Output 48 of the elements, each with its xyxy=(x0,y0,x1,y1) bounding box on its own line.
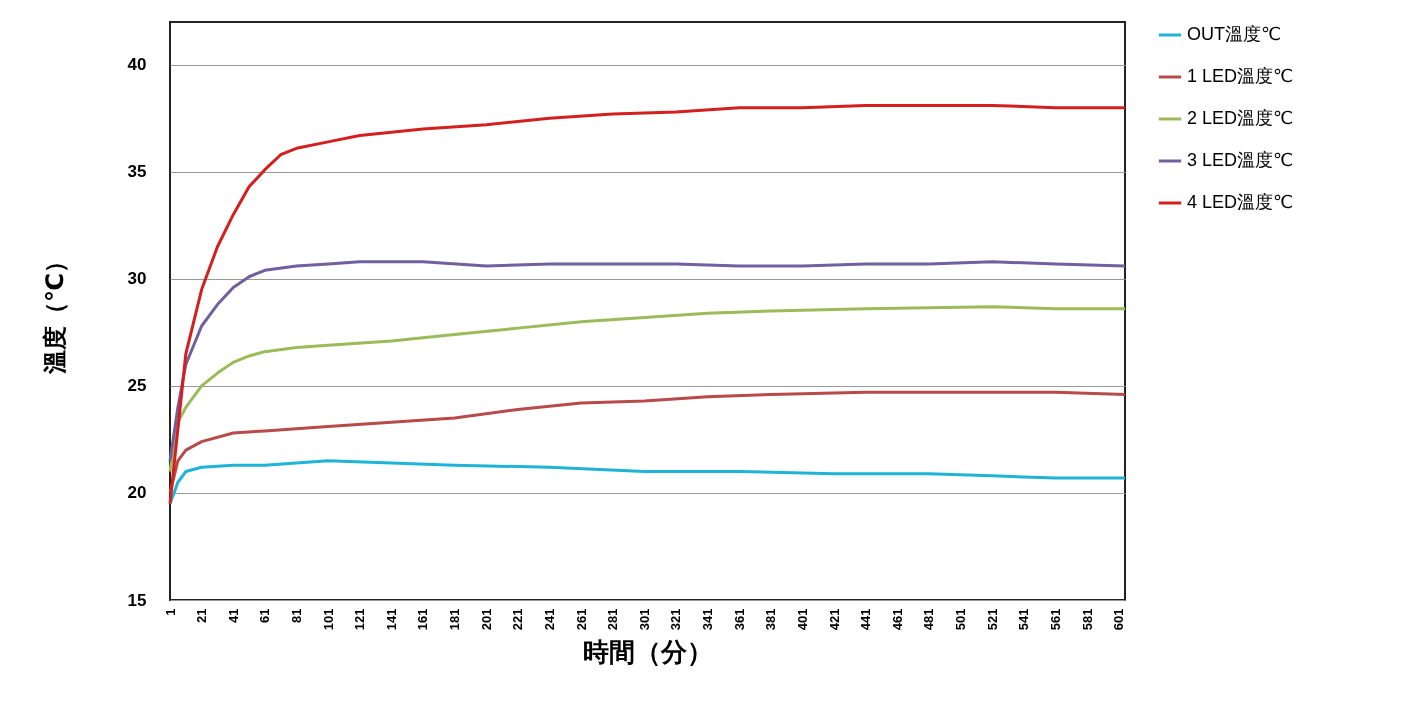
x-tick-label: 561 xyxy=(1047,608,1063,631)
x-tick-label: 281 xyxy=(605,608,621,631)
x-tick-label: 161 xyxy=(415,608,431,631)
line-series xyxy=(168,260,1127,463)
x-tick-label: 481 xyxy=(921,608,937,631)
x-tick-label: 41 xyxy=(225,608,241,623)
x-tick-label: 601 xyxy=(1111,608,1127,631)
x-tick-label: 181 xyxy=(447,608,463,631)
line-series xyxy=(168,305,1127,474)
x-tick-label: 541 xyxy=(1016,608,1032,631)
x-tick-label: 81 xyxy=(288,608,304,623)
x-tick-label: 301 xyxy=(636,608,652,631)
legend-label: 1 LED溫度℃ xyxy=(1187,66,1294,86)
x-tick-label: 321 xyxy=(668,608,684,631)
x-axis-title: 時間（分） xyxy=(583,637,713,668)
x-tick-label: 201 xyxy=(478,608,494,631)
y-axis-title: 溫度（℃） xyxy=(40,248,68,376)
x-tick-label: 1 xyxy=(162,608,178,616)
x-tick-label: 121 xyxy=(352,608,368,631)
legend-label: 2 LED溫度℃ xyxy=(1187,108,1294,128)
y-tick-label: 15 xyxy=(127,590,147,610)
legend-label: 3 LED溫度℃ xyxy=(1187,150,1294,170)
x-tick-label: 441 xyxy=(858,608,874,631)
x-tick-label: 261 xyxy=(573,608,589,631)
x-tick-label: 521 xyxy=(984,608,1000,631)
y-tick-label: 40 xyxy=(127,55,147,75)
x-tick-label: 361 xyxy=(731,608,747,631)
y-tick-label: 30 xyxy=(127,269,147,289)
legend-label: 4 LED溫度℃ xyxy=(1187,192,1294,212)
x-tick-label: 341 xyxy=(700,608,716,631)
x-tick-label: 101 xyxy=(320,608,336,631)
x-tick-label: 21 xyxy=(194,608,210,623)
x-tick-label: 381 xyxy=(763,608,779,631)
y-tick-label: 25 xyxy=(127,376,147,396)
x-tick-label: 221 xyxy=(510,608,526,631)
x-tick-label: 241 xyxy=(541,608,557,631)
line-series xyxy=(168,103,1127,506)
line-series xyxy=(168,390,1127,495)
x-tick-label: 461 xyxy=(889,608,905,631)
x-tick-label: 581 xyxy=(1079,608,1095,631)
x-tick-label: 141 xyxy=(383,608,399,631)
x-tick-label: 501 xyxy=(953,608,969,631)
legend-label: OUT溫度℃ xyxy=(1187,24,1282,44)
x-tick-label: 401 xyxy=(794,608,810,631)
y-tick-label: 20 xyxy=(127,483,147,503)
x-tick-label: 421 xyxy=(826,608,842,631)
x-tick-label: 61 xyxy=(257,608,273,623)
y-tick-label: 35 xyxy=(127,162,147,182)
